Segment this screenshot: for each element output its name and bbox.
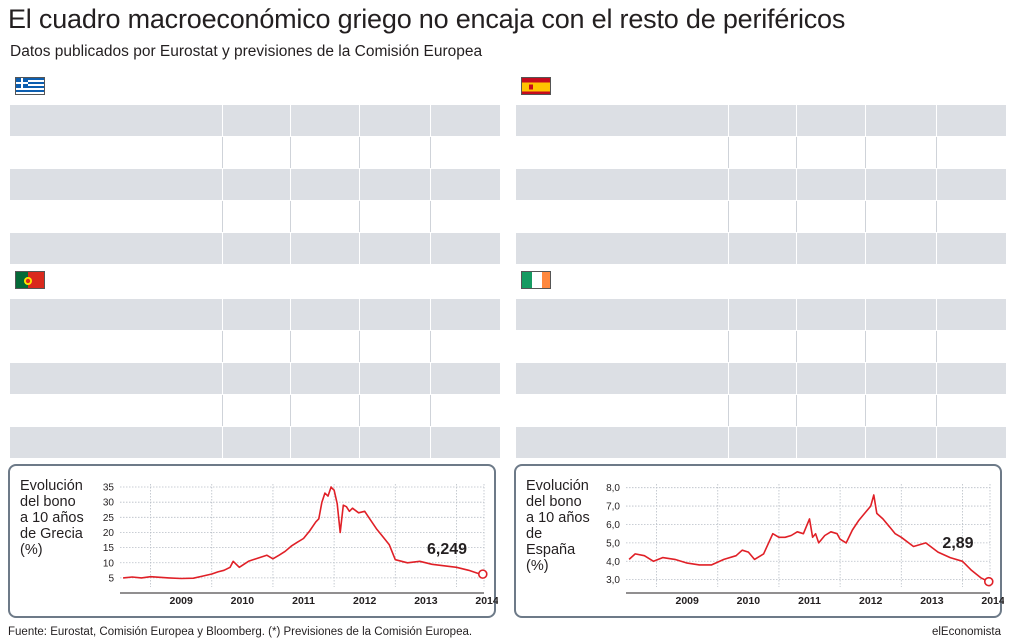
ireland-flag-icon bbox=[521, 271, 551, 289]
chart-label-line: del bono bbox=[526, 494, 582, 510]
last-value-label: 6,249 bbox=[427, 541, 467, 558]
chart-label-line: del bono bbox=[20, 494, 76, 510]
x-tick-label: 2010 bbox=[737, 595, 761, 607]
x-tick-label: 2009 bbox=[169, 595, 193, 607]
y-tick-label: 4,0 bbox=[606, 557, 620, 568]
chart-label-line: a 10 años bbox=[526, 510, 590, 526]
chart-label-line: de bbox=[526, 526, 543, 542]
table-row bbox=[516, 136, 1006, 168]
portugal-flag-icon bbox=[15, 271, 45, 289]
x-tick-label: 2012 bbox=[859, 595, 883, 607]
table-row bbox=[10, 168, 500, 200]
y-tick-label: 20 bbox=[103, 528, 115, 539]
x-tick-label: 2014 bbox=[981, 595, 1004, 607]
table-row bbox=[10, 232, 500, 264]
x-tick-label: 2011 bbox=[292, 595, 315, 607]
table-header bbox=[516, 72, 1006, 104]
table-row bbox=[516, 298, 1006, 330]
x-tick-label: 2011 bbox=[798, 595, 821, 607]
chart-label-line: (%) bbox=[20, 542, 43, 558]
last-value-label: 2,89 bbox=[942, 535, 973, 552]
table-row bbox=[10, 298, 500, 330]
chart-label-line: España bbox=[526, 542, 576, 558]
table-header bbox=[10, 72, 500, 104]
last-point-marker bbox=[983, 576, 994, 587]
y-tick-label: 3,0 bbox=[606, 575, 620, 586]
y-tick-label: 30 bbox=[103, 498, 115, 509]
y-tick-label: 5 bbox=[108, 573, 114, 584]
table-row bbox=[516, 232, 1006, 264]
table-header bbox=[516, 266, 1006, 298]
table-row bbox=[516, 168, 1006, 200]
table-irlanda bbox=[516, 266, 1006, 458]
table-row bbox=[516, 394, 1006, 426]
table-row bbox=[516, 362, 1006, 394]
y-tick-label: 15 bbox=[103, 543, 115, 554]
chart-label-line: de Grecia bbox=[20, 526, 83, 542]
series-line bbox=[628, 494, 990, 583]
table-row bbox=[10, 330, 500, 362]
x-tick-label: 2010 bbox=[231, 595, 255, 607]
spain-flag-icon bbox=[521, 77, 551, 95]
chart-label-line: Evolución bbox=[20, 478, 83, 494]
x-tick-label: 2009 bbox=[675, 595, 699, 607]
y-tick-label: 5,0 bbox=[606, 538, 620, 549]
chart-grecia-plot: 35 30 25 20 15 10 5 2009 2010 2011 2012 2013 2014 6,2… bbox=[103, 483, 498, 607]
y-tick-label: 25 bbox=[103, 513, 115, 524]
table-row bbox=[10, 104, 500, 136]
table-portugal bbox=[10, 266, 500, 458]
source-footer: Fuente: Eurostat, Comisión Europea y Blo… bbox=[8, 626, 473, 638]
x-tick-label: 2012 bbox=[353, 595, 377, 607]
table-row bbox=[10, 362, 500, 394]
last-point-marker bbox=[477, 569, 488, 579]
table-row bbox=[10, 136, 500, 168]
table-espana bbox=[516, 72, 1006, 264]
chart-espana-label: Evolución del bono a 10 años de España (%) bbox=[526, 478, 590, 574]
chart-label-line: Evolución bbox=[526, 478, 589, 494]
chart-label-line: a 10 años bbox=[20, 510, 84, 526]
brand-label: elEconomista bbox=[931, 626, 1001, 638]
chart-label-line: (%) bbox=[526, 558, 549, 574]
greece-flag-icon bbox=[15, 77, 45, 95]
chart-grecia: Evolución del bono a 10 años de Grecia (%) 3… bbox=[8, 464, 498, 618]
table-grecia bbox=[10, 72, 500, 264]
series-line bbox=[123, 486, 483, 580]
table-row bbox=[516, 104, 1006, 136]
table-row bbox=[516, 426, 1006, 458]
chart-grecia-label: Evolución del bono a 10 años de Grecia (%) bbox=[20, 478, 84, 558]
table-row bbox=[10, 200, 500, 232]
chart-espana: Evolución del bono a 10 años de España (%) 8,… bbox=[514, 464, 1004, 618]
y-tick-label: 35 bbox=[103, 483, 115, 494]
table-row bbox=[10, 394, 500, 426]
y-tick-label: 7,0 bbox=[606, 502, 620, 513]
page-title: El cuadro macroeconómico griego no encaj… bbox=[8, 4, 846, 34]
table-row bbox=[516, 200, 1006, 232]
x-tick-label: 2013 bbox=[920, 595, 944, 607]
y-tick-label: 8,0 bbox=[606, 483, 620, 494]
y-tick-label: 6,0 bbox=[606, 520, 620, 531]
x-tick-label: 2013 bbox=[414, 595, 438, 607]
chart-espana-plot: 8,0 7,0 6,0 5,0 4,0 3,0 2009 2010 2011 2012 2013 20… bbox=[606, 483, 1004, 607]
page-subtitle: Datos publicados por Eurostat y previsio… bbox=[10, 43, 483, 60]
y-tick-label: 10 bbox=[103, 558, 115, 569]
table-header bbox=[10, 266, 500, 298]
table-row bbox=[516, 330, 1006, 362]
x-tick-label: 2014 bbox=[475, 595, 498, 607]
table-row bbox=[10, 426, 500, 458]
